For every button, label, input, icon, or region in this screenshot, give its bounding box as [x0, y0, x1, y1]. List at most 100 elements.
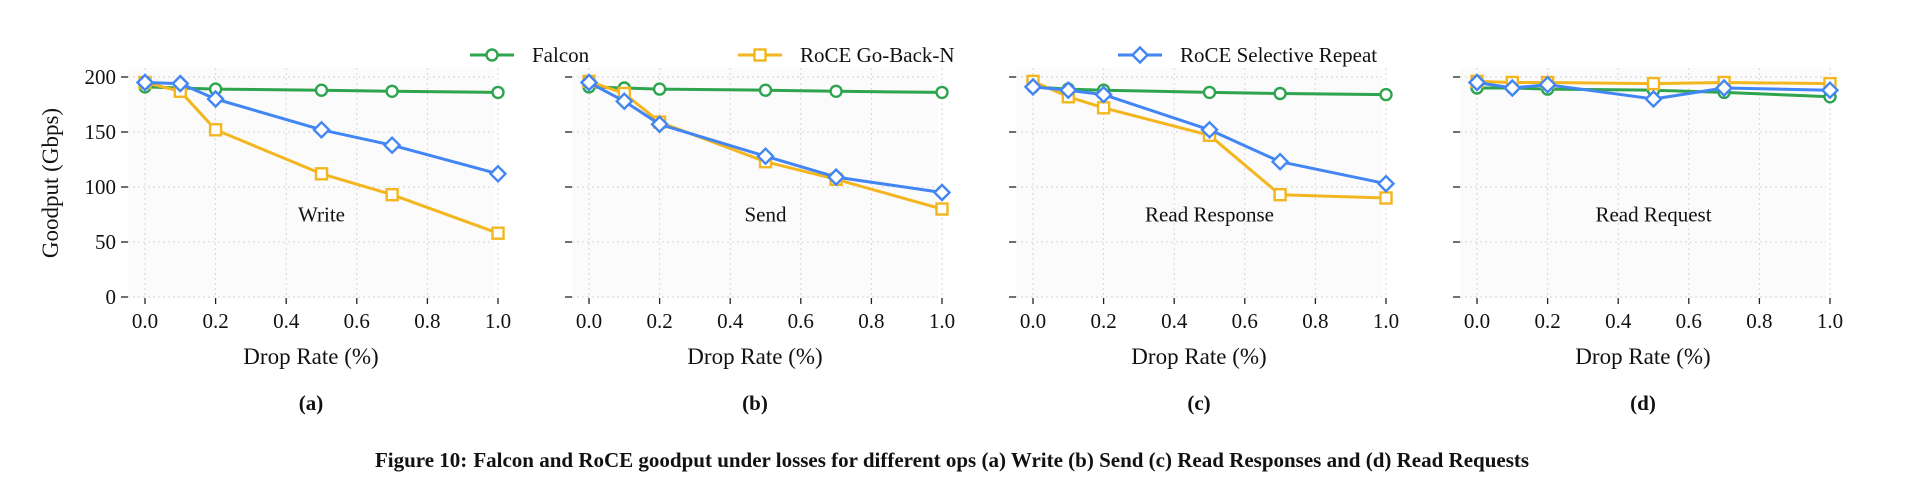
data-point	[935, 85, 949, 100]
data-point	[1379, 87, 1393, 102]
x-tick-label: 0.6	[1232, 309, 1258, 333]
panel-annotation: Read Request	[1595, 203, 1711, 227]
data-point	[1200, 120, 1219, 139]
x-tick-label: 1.0	[1817, 309, 1843, 333]
y-tick-label: 200	[85, 65, 117, 89]
x-tick-label: 0.2	[1534, 309, 1560, 333]
x-tick-label: 0.0	[1020, 309, 1046, 333]
x-axis-label: Drop Rate (%)	[1575, 344, 1710, 369]
y-axis-label: Goodput (Gbps)	[38, 108, 63, 258]
data-point	[135, 73, 155, 92]
x-tick-label: 0.8	[414, 309, 440, 333]
data-point	[650, 115, 669, 134]
data-point	[1273, 86, 1287, 101]
data-point	[829, 84, 843, 99]
data-point	[312, 120, 331, 139]
data-point	[1023, 77, 1043, 97]
panel-label: (b)	[742, 391, 768, 415]
plot-area	[1460, 68, 1826, 298]
figure-caption: Figure 10: Falcon and RoCE goodput under …	[0, 448, 1910, 473]
data-point	[314, 167, 329, 181]
series-roce-selective-repeat	[579, 73, 952, 202]
x-tick-label: 0.8	[858, 309, 884, 333]
chart-panels: 0 50 100 150 200 0.0 0.2 0.4 0.6 0.8 1.0 Drop Rate …	[38, 65, 1843, 415]
legend-label: RoCE Go-Back-N	[800, 43, 955, 67]
x-tick-label: 1.0	[485, 309, 511, 333]
data-point	[1273, 187, 1287, 202]
panel-label: (c)	[1187, 391, 1210, 415]
data-point	[206, 89, 225, 109]
data-point	[756, 147, 775, 166]
data-point	[652, 82, 667, 96]
data-point	[1644, 89, 1663, 109]
data-point	[314, 83, 329, 97]
plot-area	[1016, 68, 1382, 298]
x-tick-label: 0.2	[202, 309, 228, 333]
data-point	[935, 202, 949, 216]
data-point	[1379, 191, 1393, 205]
x-tick-label: 0.2	[1090, 309, 1116, 333]
data-point	[579, 73, 599, 92]
data-point	[382, 136, 402, 155]
data-point	[1376, 174, 1396, 193]
x-tick-label: 0.0	[132, 309, 158, 333]
data-point	[171, 74, 190, 93]
legend-marker	[1130, 45, 1150, 65]
x-tick-label: 0.8	[1746, 309, 1772, 333]
caption-text: Falcon and RoCE goodput under losses for…	[473, 448, 1530, 472]
data-point	[1820, 81, 1840, 100]
chart-panel-2: 0.0 0.2 0.4 0.6 0.8 1.0 Drop Rate (%) Send (b)	[565, 68, 955, 415]
data-point	[826, 167, 846, 187]
series-roce-selective-repeat	[1467, 73, 1840, 109]
data-point	[385, 187, 399, 202]
x-axis-label: Drop Rate (%)	[243, 344, 378, 369]
panel-label: (a)	[299, 391, 324, 415]
chart-panel-4: 0.0 0.2 0.4 0.6 0.8 1.0 Drop Rate (%) Read Requ…	[1453, 68, 1843, 415]
legend-item-roce-selective-repeat: RoCE Selective Repeat	[1118, 43, 1377, 67]
data-point	[1503, 78, 1522, 98]
legend-label: RoCE Selective Repeat	[1180, 43, 1377, 67]
data-point	[208, 123, 223, 137]
x-tick-label: 0.6	[1676, 309, 1702, 333]
data-point	[1094, 85, 1113, 104]
data-point	[1096, 101, 1111, 115]
x-axis-label: Drop Rate (%)	[1131, 344, 1266, 369]
legend-item-falcon: Falcon	[470, 43, 590, 67]
panel-annotation: Send	[745, 203, 788, 227]
x-tick-label: 0.4	[273, 309, 300, 333]
panel-label: (d)	[1630, 391, 1656, 415]
series-roce-selective-repeat	[135, 73, 508, 183]
x-tick-label: 1.0	[929, 309, 955, 333]
data-point	[758, 83, 773, 97]
x-tick-label: 0.0	[1464, 309, 1490, 333]
legend-item-roce-go-back-n: RoCE Go-Back-N	[738, 43, 955, 67]
data-point	[1467, 73, 1487, 92]
data-point	[932, 183, 952, 202]
chart-panel-1: 0 50 100 150 200 0.0 0.2 0.4 0.6 0.8 1.0 Drop Rate …	[38, 65, 511, 415]
x-axis-label: Drop Rate (%)	[687, 344, 822, 369]
y-tick-label: 150	[85, 120, 117, 144]
x-tick-label: 0.4	[1605, 309, 1632, 333]
data-point	[491, 226, 505, 240]
legend-marker	[753, 48, 767, 62]
panel-annotation: Read Response	[1145, 203, 1274, 227]
data-point	[491, 85, 505, 100]
y-tick-label: 0	[106, 285, 117, 309]
caption-label: Figure 10:	[374, 448, 468, 472]
data-point	[385, 84, 399, 99]
data-point	[615, 92, 634, 111]
x-tick-label: 0.0	[576, 309, 602, 333]
y-tick-label: 50	[95, 230, 116, 254]
y-tick-label: 100	[85, 175, 117, 199]
x-tick-label: 0.8	[1302, 309, 1328, 333]
x-tick-label: 0.2	[646, 309, 672, 333]
x-tick-label: 0.6	[344, 309, 370, 333]
data-point	[1270, 152, 1290, 171]
series-roce-selective-repeat	[1023, 77, 1396, 193]
panel-annotation: Write	[298, 203, 345, 227]
x-tick-label: 0.4	[1161, 309, 1188, 333]
data-point	[1646, 76, 1661, 91]
data-point	[1202, 85, 1217, 100]
legend: Falcon RoCE Go-Back-N RoCE Selective Repea…	[470, 43, 1377, 67]
